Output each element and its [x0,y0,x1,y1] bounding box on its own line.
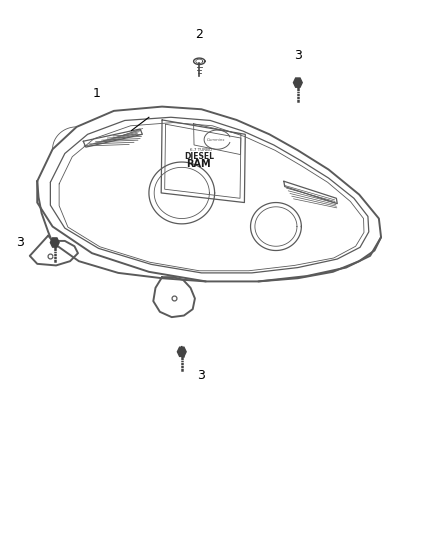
Text: DIESEL: DIESEL [184,152,214,161]
Polygon shape [177,347,186,357]
Polygon shape [37,107,381,281]
Polygon shape [293,78,302,87]
Text: RAM: RAM [186,159,210,169]
Text: 3: 3 [198,369,205,382]
Polygon shape [50,238,59,247]
Text: 3: 3 [16,236,24,249]
Text: Cummins: Cummins [207,138,226,142]
Text: 6.7 TURBO: 6.7 TURBO [191,148,212,152]
Text: 3: 3 [294,50,302,62]
Text: 1: 1 [92,87,100,100]
Text: 2: 2 [195,28,203,41]
